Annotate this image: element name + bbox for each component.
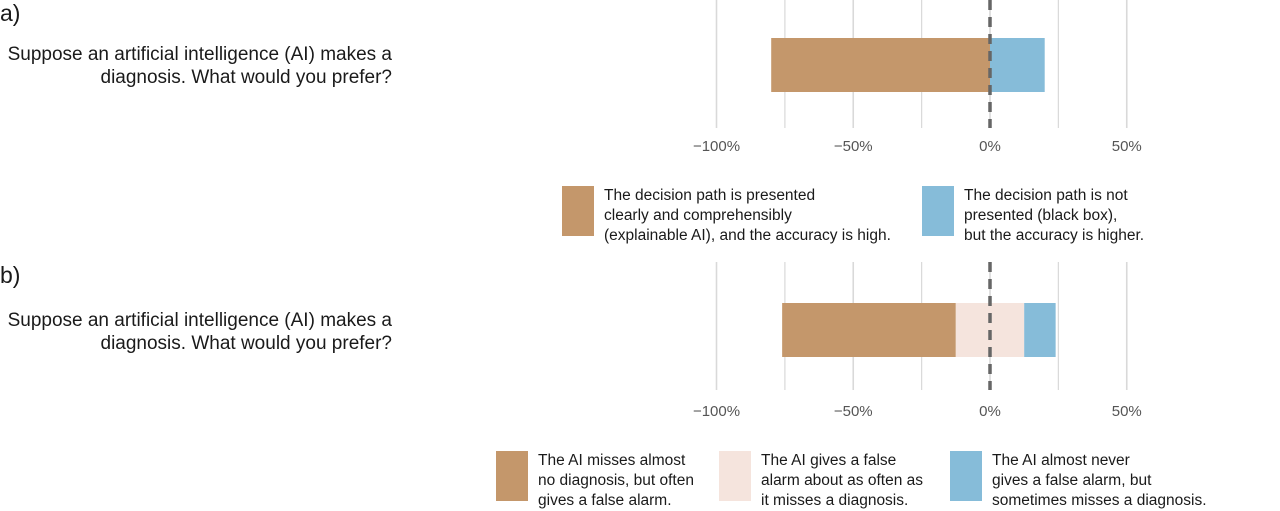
bar-segment-1 bbox=[771, 38, 990, 92]
bar-segment-2 bbox=[990, 38, 1045, 92]
panel-label-a: a) bbox=[0, 0, 21, 26]
legend-label-b-balanced: The AI gives a false alarm about as ofte… bbox=[761, 452, 923, 509]
chart-a-plot: −100% −50% 0% 50% bbox=[693, 0, 1142, 155]
legend-item-a-black-box: The decision path is not presented (blac… bbox=[922, 186, 1144, 246]
legend-item-b-misses-none: The AI misses almost no diagnosis, but o… bbox=[496, 451, 694, 511]
legend-swatch-a-black-box bbox=[922, 186, 954, 236]
chart-b-plot: −100% −50% 0% 50% bbox=[693, 262, 1142, 420]
bar-segment-3 bbox=[1024, 303, 1056, 357]
bar-segment-1 bbox=[782, 303, 956, 357]
legend-label-a-explainable: The decision path is presented clearly a… bbox=[604, 187, 891, 244]
legend-label-b-no-false-alarm: The AI almost never gives a false alarm,… bbox=[992, 452, 1207, 509]
legend-label-a-black-box: The decision path is not presented (blac… bbox=[964, 187, 1145, 244]
x-tick-label: 50% bbox=[1112, 138, 1142, 155]
x-tick-label: 50% bbox=[1112, 403, 1142, 420]
panel-a: −100% −50% 0% 50% a) Suppose an artificial … bbox=[0, 0, 1280, 245]
x-tick-label: −50% bbox=[834, 138, 873, 155]
panel-label-b: b) bbox=[0, 262, 21, 288]
question-a: Suppose an artificial intelligence (AI) … bbox=[7, 44, 392, 88]
legend-label-b-misses-none: The AI misses almost no diagnosis, but o… bbox=[538, 452, 694, 509]
legend-item-b-no-false-alarm: The AI almost never gives a false alarm,… bbox=[950, 451, 1207, 511]
legend-swatch-b-no-false-alarm bbox=[950, 451, 982, 501]
legend-swatch-b-balanced bbox=[719, 451, 751, 501]
question-b: Suppose an artificial intelligence (AI) … bbox=[7, 310, 392, 354]
legend-item-a-explainable: The decision path is presented clearly a… bbox=[562, 186, 891, 246]
legend-swatch-b-misses-none bbox=[496, 451, 528, 501]
x-tick-label: −50% bbox=[834, 403, 873, 420]
x-tick-label: 0% bbox=[979, 138, 1001, 155]
legend-item-b-balanced: The AI gives a false alarm about as ofte… bbox=[719, 451, 923, 511]
x-tick-label: 0% bbox=[979, 403, 1001, 420]
x-tick-label: −100% bbox=[693, 138, 740, 155]
x-tick-label: −100% bbox=[693, 403, 740, 420]
legend-swatch-a-explainable bbox=[562, 186, 594, 236]
panel-b: −100% −50% 0% 50% b) Suppose an artificial … bbox=[0, 262, 1280, 509]
